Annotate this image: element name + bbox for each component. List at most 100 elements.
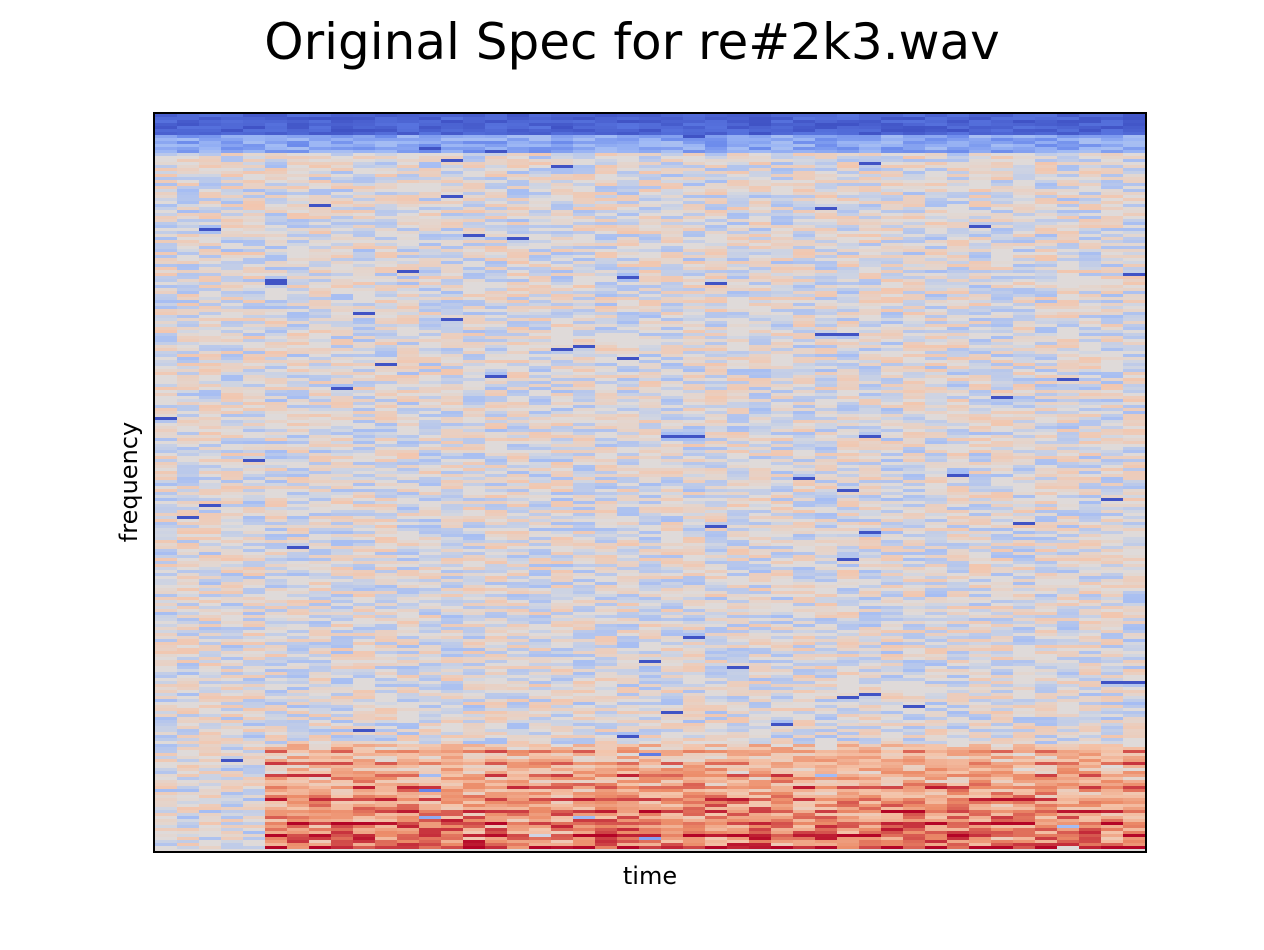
heatmap-cell xyxy=(793,345,815,348)
heatmap-cell xyxy=(705,117,727,120)
heatmap-cell xyxy=(837,255,859,258)
heatmap-cell xyxy=(947,297,969,300)
heatmap-cell xyxy=(507,447,529,450)
heatmap-cell xyxy=(177,318,199,321)
heatmap-cell xyxy=(881,435,903,438)
heatmap-cell xyxy=(199,327,221,330)
heatmap-cell xyxy=(771,141,793,144)
heatmap-cell xyxy=(265,171,287,174)
heatmap-cell xyxy=(507,432,529,435)
heatmap-cell xyxy=(595,147,617,150)
heatmap-cell xyxy=(727,270,749,273)
heatmap-cell xyxy=(903,144,925,147)
heatmap-cell xyxy=(353,225,375,228)
heatmap-cell xyxy=(749,429,771,432)
heatmap-cell xyxy=(683,366,705,369)
heatmap-cell xyxy=(639,273,661,276)
heatmap-cell xyxy=(177,132,199,135)
heatmap-cell xyxy=(309,216,331,219)
heatmap-cell xyxy=(485,207,507,210)
heatmap-cell xyxy=(727,417,749,420)
heatmap-cell xyxy=(573,297,595,300)
heatmap-cell xyxy=(991,120,1013,123)
heatmap-cell xyxy=(683,504,705,507)
heatmap-cell xyxy=(573,303,595,306)
heatmap-cell xyxy=(859,222,881,225)
heatmap-cell xyxy=(947,396,969,399)
heatmap-cell xyxy=(903,330,925,333)
heatmap-cell xyxy=(991,354,1013,357)
heatmap-cell xyxy=(837,114,859,117)
heatmap-cell xyxy=(881,498,903,501)
heatmap-cell xyxy=(1057,246,1079,249)
heatmap-cell xyxy=(507,429,529,432)
heatmap-cell xyxy=(441,246,463,249)
heatmap-cell xyxy=(925,288,947,291)
heatmap-cell xyxy=(1035,453,1057,456)
heatmap-cell xyxy=(837,147,859,150)
heatmap-cell xyxy=(837,333,859,336)
heatmap-cell xyxy=(705,120,727,123)
heatmap-cell xyxy=(1101,315,1123,318)
heatmap-cell xyxy=(265,357,287,360)
heatmap-cell xyxy=(177,315,199,318)
heatmap-cell xyxy=(969,369,991,372)
heatmap-cell xyxy=(881,270,903,273)
heatmap-cell xyxy=(903,432,925,435)
heatmap-cell xyxy=(353,123,375,126)
heatmap-cell xyxy=(287,477,309,480)
heatmap-cell xyxy=(573,432,595,435)
heatmap-cell xyxy=(705,387,727,390)
heatmap-cell xyxy=(617,390,639,393)
heatmap-cell xyxy=(1079,267,1101,270)
heatmap-cell xyxy=(705,492,727,495)
heatmap-cell xyxy=(991,387,1013,390)
heatmap-cell xyxy=(617,486,639,489)
heatmap-cell xyxy=(309,339,331,342)
heatmap-cell xyxy=(793,183,815,186)
heatmap-cell xyxy=(859,507,881,510)
heatmap-cell xyxy=(419,351,441,354)
heatmap-cell xyxy=(463,465,485,468)
heatmap-cell xyxy=(639,321,661,324)
heatmap-cell xyxy=(705,168,727,171)
heatmap-cell xyxy=(155,333,177,336)
heatmap-cell xyxy=(595,126,617,129)
heatmap-cell xyxy=(749,297,771,300)
heatmap-cell xyxy=(485,420,507,423)
heatmap-cell xyxy=(815,426,837,429)
heatmap-cell xyxy=(859,477,881,480)
heatmap-cell xyxy=(243,282,265,285)
heatmap-cell xyxy=(507,135,529,138)
heatmap-cell xyxy=(683,183,705,186)
heatmap-cell xyxy=(375,498,397,501)
heatmap-cell xyxy=(397,135,419,138)
heatmap-cell xyxy=(419,162,441,165)
heatmap-cell xyxy=(639,216,661,219)
heatmap-cell xyxy=(441,489,463,492)
heatmap-cell xyxy=(199,246,221,249)
heatmap-cell xyxy=(243,183,265,186)
heatmap-cell xyxy=(815,177,837,180)
heatmap-cell xyxy=(529,147,551,150)
heatmap-cell xyxy=(991,342,1013,345)
heatmap-cell xyxy=(507,261,529,264)
heatmap-cell xyxy=(617,489,639,492)
heatmap-cell xyxy=(441,345,463,348)
heatmap-cell xyxy=(903,471,925,474)
heatmap-cell xyxy=(1123,138,1145,141)
heatmap-cell xyxy=(947,441,969,444)
heatmap-cell xyxy=(903,126,925,129)
heatmap-cell xyxy=(903,420,925,423)
heatmap-cell xyxy=(419,303,441,306)
heatmap-cell xyxy=(727,384,749,387)
heatmap-cell xyxy=(617,123,639,126)
heatmap-cell xyxy=(265,510,287,513)
heatmap-cell xyxy=(441,276,463,279)
heatmap-cell xyxy=(903,207,925,210)
heatmap-cell xyxy=(837,228,859,231)
heatmap-cell xyxy=(1101,321,1123,324)
heatmap-cell xyxy=(1035,198,1057,201)
heatmap-cell xyxy=(287,372,309,375)
heatmap-cell xyxy=(903,450,925,453)
